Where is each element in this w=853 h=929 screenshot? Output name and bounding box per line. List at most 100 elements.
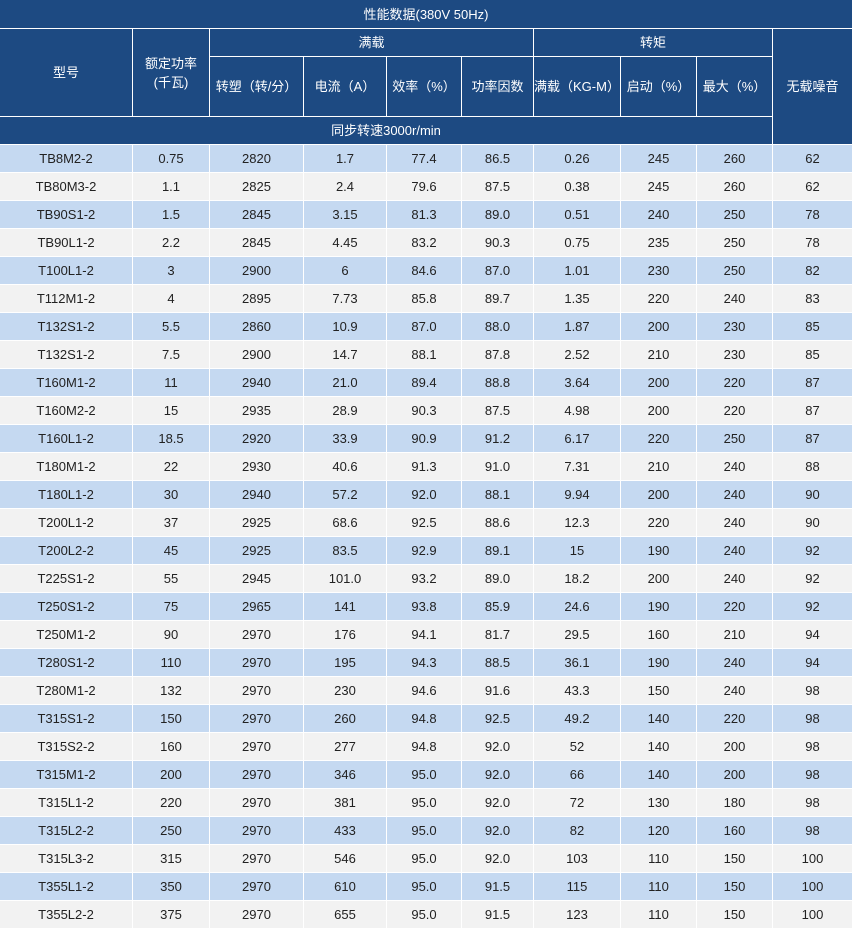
table-cell: 1.7	[304, 145, 387, 173]
table-cell: 90	[133, 621, 210, 649]
table-title: 性能数据(380V 50Hz)	[0, 0, 853, 29]
table-cell: T315S2-2	[0, 733, 133, 761]
table-cell: 68.6	[304, 509, 387, 537]
table-cell: 150	[133, 705, 210, 733]
table-cell: 22	[133, 453, 210, 481]
table-cell: 9.94	[534, 481, 621, 509]
table-cell: 95.0	[387, 901, 462, 929]
table-cell: 95.0	[387, 789, 462, 817]
table-cell: 82	[534, 817, 621, 845]
table-cell: 29.5	[534, 621, 621, 649]
table-cell: 88.8	[462, 369, 534, 397]
table-cell: 350	[133, 873, 210, 901]
table-cell: T180L1-2	[0, 481, 133, 509]
table-cell: 37	[133, 509, 210, 537]
table-cell: T160L1-2	[0, 425, 133, 453]
table-cell: 3	[133, 257, 210, 285]
table-cell: TB90L1-2	[0, 229, 133, 257]
table-cell: 93.8	[387, 593, 462, 621]
table-cell: 220	[697, 369, 773, 397]
sub-header: 功率因数	[462, 57, 534, 117]
table-cell: 88.1	[387, 341, 462, 369]
table-cell: T160M2-2	[0, 397, 133, 425]
table-cell: 2930	[210, 453, 304, 481]
table-cell: T315L1-2	[0, 789, 133, 817]
table-cell: 110	[621, 873, 697, 901]
table-cell: 83.5	[304, 537, 387, 565]
sub-header: 效率（%）	[387, 57, 462, 117]
table-cell: 140	[621, 705, 697, 733]
table-cell: 91.5	[462, 873, 534, 901]
table-cell: 250	[697, 257, 773, 285]
table-cell: 230	[621, 257, 697, 285]
table-cell: 24.6	[534, 593, 621, 621]
table-cell: T132S1-2	[0, 341, 133, 369]
table-cell: 220	[133, 789, 210, 817]
table-cell: T100L1-2	[0, 257, 133, 285]
table-cell: 98	[773, 733, 853, 761]
table-cell: 28.9	[304, 397, 387, 425]
table-cell: 95.0	[387, 761, 462, 789]
table-cell: 7.73	[304, 285, 387, 313]
table-cell: 2820	[210, 145, 304, 173]
table-cell: 92	[773, 593, 853, 621]
table-cell: 120	[621, 817, 697, 845]
table-cell: 2.2	[133, 229, 210, 257]
table-cell: 240	[697, 677, 773, 705]
table-cell: T315L2-2	[0, 817, 133, 845]
table-cell: T200L1-2	[0, 509, 133, 537]
table-cell: 89.0	[462, 201, 534, 229]
table-cell: 52	[534, 733, 621, 761]
table-cell: T315L3-2	[0, 845, 133, 873]
table-cell: 92.5	[462, 705, 534, 733]
table-cell: 1.1	[133, 173, 210, 201]
table-cell: 92.5	[387, 509, 462, 537]
table-cell: 240	[697, 453, 773, 481]
table-cell: 103	[534, 845, 621, 873]
table-cell: 101.0	[304, 565, 387, 593]
table-cell: 89.0	[462, 565, 534, 593]
table-cell: 15	[534, 537, 621, 565]
table-cell: 220	[697, 593, 773, 621]
table-cell: 210	[697, 621, 773, 649]
group-header: 满载	[210, 29, 534, 57]
table-cell: 92.0	[462, 845, 534, 873]
table-cell: 260	[697, 173, 773, 201]
table-cell: 2945	[210, 565, 304, 593]
table-cell: 2970	[210, 845, 304, 873]
table-cell: 92	[773, 537, 853, 565]
table-cell: 230	[697, 341, 773, 369]
table-cell: 2900	[210, 341, 304, 369]
table-cell: 62	[773, 173, 853, 201]
table-cell: 2920	[210, 425, 304, 453]
table-cell: 150	[621, 677, 697, 705]
table-cell: 200	[621, 481, 697, 509]
table-cell: 75	[133, 593, 210, 621]
table-cell: 2895	[210, 285, 304, 313]
table-cell: 6.17	[534, 425, 621, 453]
table-cell: T280S1-2	[0, 649, 133, 677]
table-cell: 91.5	[462, 901, 534, 929]
table-cell: 12.3	[534, 509, 621, 537]
table-cell: T315M1-2	[0, 761, 133, 789]
table-cell: 93.2	[387, 565, 462, 593]
table-cell: 11	[133, 369, 210, 397]
table-cell: 98	[773, 677, 853, 705]
table-cell: T250S1-2	[0, 593, 133, 621]
table-cell: 1.87	[534, 313, 621, 341]
table-cell: 43.3	[534, 677, 621, 705]
table-cell: 88.1	[462, 481, 534, 509]
table-cell: 86.5	[462, 145, 534, 173]
table-cell: 235	[621, 229, 697, 257]
table-cell: 610	[304, 873, 387, 901]
table-cell: 81.7	[462, 621, 534, 649]
table-cell: 546	[304, 845, 387, 873]
table-cell: 240	[697, 565, 773, 593]
table-cell: 66	[534, 761, 621, 789]
table-cell: 132	[133, 677, 210, 705]
table-cell: 82	[773, 257, 853, 285]
table-cell: 1.5	[133, 201, 210, 229]
table-cell: 88	[773, 453, 853, 481]
table-cell: 433	[304, 817, 387, 845]
